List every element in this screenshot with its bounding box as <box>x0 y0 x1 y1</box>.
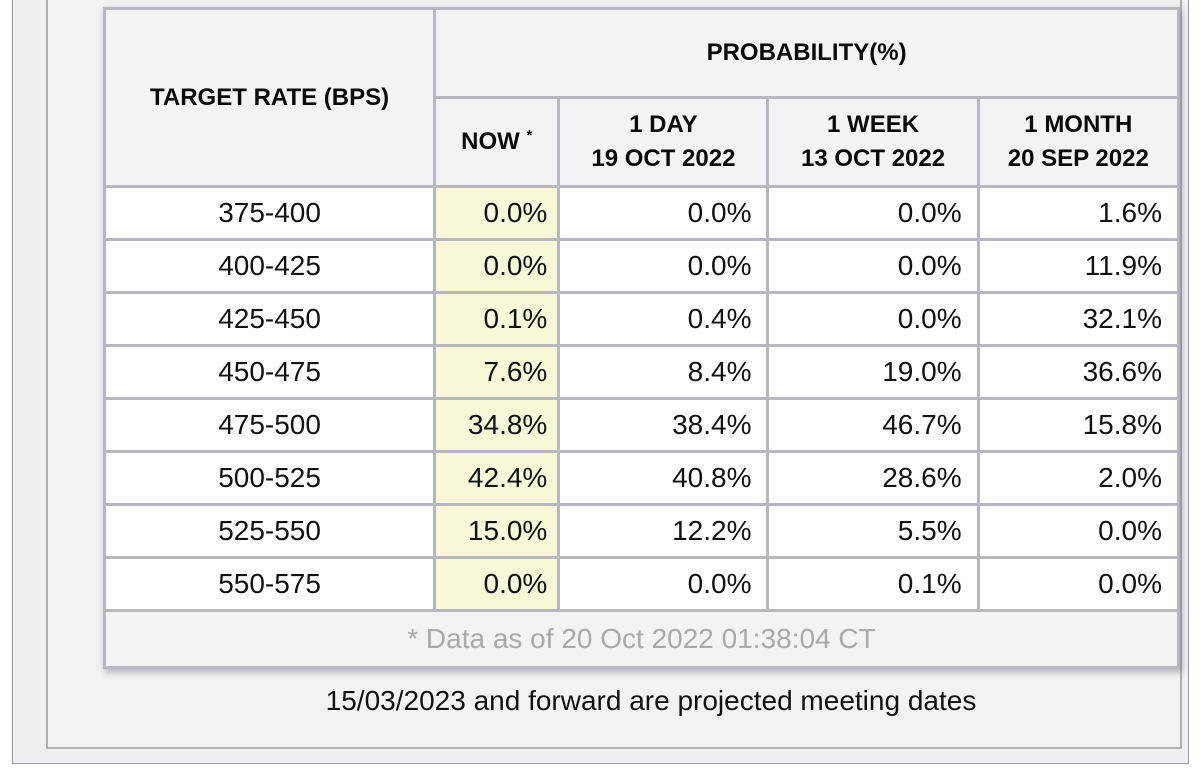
one-day-probability: 38.4% <box>560 400 767 450</box>
one-day-probability: 12.2% <box>560 506 767 556</box>
one-month-probability: 11.9% <box>979 241 1177 291</box>
rate-range: 525-550 <box>106 506 434 556</box>
now-probability: 34.8% <box>436 400 558 450</box>
rate-range: 450-475 <box>106 347 434 397</box>
table-row: 475-500 34.8% 38.4% 46.7% 15.8% <box>106 400 1177 450</box>
one-week-date: 13 OCT 2022 <box>801 145 946 172</box>
target-rate-header: TARGET RATE (BPS) <box>106 10 434 185</box>
one-day-probability: 0.4% <box>560 294 767 344</box>
one-month-probability: 0.0% <box>979 559 1177 609</box>
now-probability: 42.4% <box>436 453 558 503</box>
one-month-probability: 15.8% <box>979 400 1177 450</box>
now-probability: 0.0% <box>436 559 558 609</box>
now-probability: 7.6% <box>436 347 558 397</box>
asterisk-note-mark: * <box>526 127 533 144</box>
one-day-probability: 40.8% <box>560 453 767 503</box>
now-probability: 0.0% <box>436 241 558 291</box>
one-day-probability: 0.0% <box>560 241 767 291</box>
one-month-column-header: 1 MONTH 20 SEP 2022 <box>979 99 1177 185</box>
data-as-of-note: * Data as of 20 Oct 2022 01:38:04 CT <box>106 612 1177 666</box>
one-week-probability: 0.0% <box>769 188 977 238</box>
now-label: NOW <box>461 128 520 155</box>
rate-range: 375-400 <box>106 188 434 238</box>
one-day-probability: 0.0% <box>560 559 767 609</box>
now-column-header: NOW * <box>436 99 558 185</box>
outer-panel: TARGET RATE (BPS) PROBABILITY(%) NOW * 1… <box>12 0 1189 764</box>
rate-range: 425-450 <box>106 294 434 344</box>
one-week-probability: 46.7% <box>769 400 977 450</box>
one-week-probability: 28.6% <box>769 453 977 503</box>
rate-range: 550-575 <box>106 559 434 609</box>
one-month-probability: 1.6% <box>979 188 1177 238</box>
table-row: 375-400 0.0% 0.0% 0.0% 1.6% <box>106 188 1177 238</box>
now-probability: 0.1% <box>436 294 558 344</box>
table-row: 425-450 0.1% 0.4% 0.0% 32.1% <box>106 294 1177 344</box>
one-week-column-header: 1 WEEK 13 OCT 2022 <box>769 99 977 185</box>
one-day-label: 1 DAY <box>629 111 698 138</box>
one-day-column-header: 1 DAY 19 OCT 2022 <box>560 99 767 185</box>
now-probability: 0.0% <box>436 188 558 238</box>
table-row: 525-550 15.0% 12.2% 5.5% 0.0% <box>106 506 1177 556</box>
table-row: 400-425 0.0% 0.0% 0.0% 11.9% <box>106 241 1177 291</box>
one-week-probability: 0.0% <box>769 294 977 344</box>
table-row: 450-475 7.6% 8.4% 19.0% 36.6% <box>106 347 1177 397</box>
one-month-probability: 0.0% <box>979 506 1177 556</box>
projected-meeting-dates-note: 15/03/2023 and forward are projected mee… <box>325 685 977 716</box>
probability-header: PROBABILITY(%) <box>436 10 1177 96</box>
header-row-top: TARGET RATE (BPS) PROBABILITY(%) <box>106 10 1177 185</box>
one-month-probability: 2.0% <box>979 453 1177 503</box>
one-day-date: 19 OCT 2022 <box>591 145 736 172</box>
table-row: 550-575 0.0% 0.0% 0.1% 0.0% <box>106 559 1177 609</box>
now-probability: 15.0% <box>436 506 558 556</box>
one-week-probability: 0.1% <box>769 559 977 609</box>
rate-range: 475-500 <box>106 400 434 450</box>
rate-range: 400-425 <box>106 241 434 291</box>
one-week-label: 1 WEEK <box>827 111 920 138</box>
one-week-probability: 19.0% <box>769 347 977 397</box>
header-row-sub: NOW * 1 DAY 19 OCT 2022 1 WEEK 13 OCT 2022… <box>106 99 1177 185</box>
one-week-probability: 0.0% <box>769 241 977 291</box>
footnote-row: * Data as of 20 Oct 2022 01:38:04 CT <box>106 612 1177 666</box>
table-row: 500-525 42.4% 40.8% 28.6% 2.0% <box>106 453 1177 503</box>
one-day-probability: 8.4% <box>560 347 767 397</box>
one-month-probability: 32.1% <box>979 294 1177 344</box>
rate-range: 500-525 <box>106 453 434 503</box>
one-week-probability: 5.5% <box>769 506 977 556</box>
one-month-probability: 36.6% <box>979 347 1177 397</box>
one-month-label: 1 MONTH <box>1024 111 1133 138</box>
one-month-date: 20 SEP 2022 <box>1007 145 1149 172</box>
one-day-probability: 0.0% <box>560 188 767 238</box>
fedwatch-probability-table: TARGET RATE (BPS) PROBABILITY(%) NOW * 1… <box>103 7 1180 669</box>
fedwatch-widget-panel: TARGET RATE (BPS) PROBABILITY(%) NOW * 1… <box>46 0 1182 749</box>
